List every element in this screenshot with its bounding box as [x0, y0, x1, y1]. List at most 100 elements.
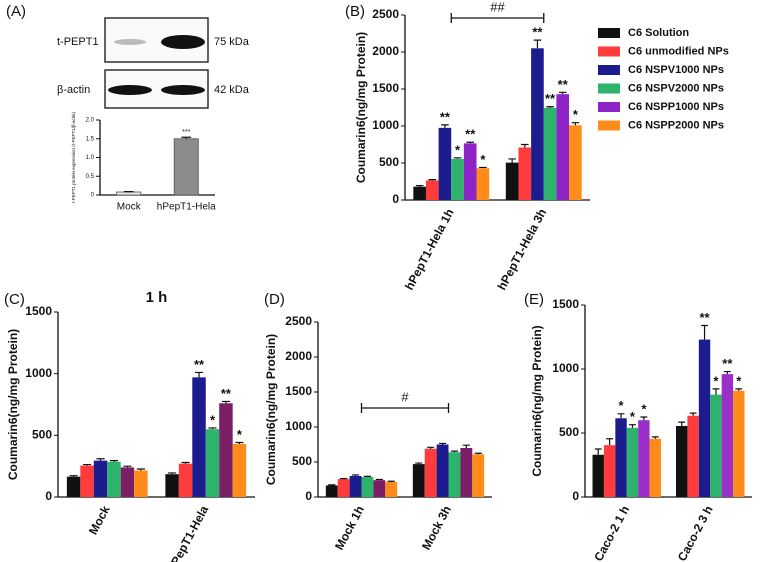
y-tick-label: 500 — [379, 155, 399, 169]
error-bar — [474, 452, 482, 455]
y-tick-label: 2.0 — [86, 118, 95, 124]
bar — [518, 147, 532, 200]
x-tick-label: hPepT1-Hela — [157, 202, 216, 213]
error-bar — [83, 463, 92, 466]
bar — [733, 390, 745, 497]
bar — [385, 481, 398, 497]
error-bar — [194, 371, 204, 378]
blot-protein: β-actin — [57, 84, 90, 96]
legend-label: C6 NSPV1000 NPs — [628, 64, 724, 76]
error-bar — [617, 413, 625, 419]
error-bar — [450, 450, 459, 453]
bar — [424, 448, 437, 497]
error-bar — [723, 370, 731, 375]
y-tick-label: 2000 — [372, 44, 399, 58]
x-tick-label: Mock 3h — [419, 503, 454, 552]
error-bar — [109, 460, 119, 462]
bar — [721, 374, 734, 497]
error-bar — [363, 475, 372, 478]
legend-label: C6 NSPV2000 NPs — [628, 82, 724, 94]
bar — [66, 476, 81, 497]
error-bar — [546, 106, 554, 108]
y-tick-label: 500 — [32, 428, 52, 442]
error-bar — [168, 472, 177, 475]
legend-label: C6 NSPP1000 NPs — [628, 101, 724, 113]
bar — [476, 168, 490, 200]
significance-mark: ** — [545, 91, 556, 106]
panel-label: (D) — [264, 291, 285, 308]
bar — [178, 463, 193, 497]
bar — [569, 125, 582, 200]
significance-mark: * — [573, 107, 579, 122]
bar — [638, 420, 650, 497]
error-bar — [701, 324, 708, 340]
y-axis-label: Coumarin6(ng/mg Protein) — [530, 325, 544, 476]
error-bar — [136, 468, 145, 471]
legend-swatch — [598, 83, 620, 94]
bar — [460, 448, 473, 497]
western-blot: t-PEPT1 75 kDa β-actin 42 kDa — [57, 17, 250, 109]
bar — [325, 485, 338, 497]
bar — [219, 403, 233, 497]
significance-mark: ** — [221, 386, 232, 401]
x-tick-label: Caco-2 3 h — [675, 503, 716, 562]
blot-size: 75 kDa — [214, 36, 250, 48]
blot-band — [161, 85, 205, 95]
significance-mark: * — [210, 412, 216, 427]
blot-size: 42 kDa — [214, 84, 250, 96]
legend-swatch — [598, 102, 620, 112]
significance-mark: ** — [465, 127, 476, 142]
x-tick-label: Mock — [86, 503, 113, 537]
x-tick-label: Mock 1h — [332, 503, 367, 552]
bar — [373, 480, 386, 497]
error-bar — [678, 421, 686, 426]
x-tick-label: hPepT1-Hela 3h — [495, 206, 550, 292]
error-bar — [735, 388, 743, 391]
bar — [710, 394, 722, 497]
legend-swatch — [598, 28, 620, 38]
bar — [93, 460, 108, 497]
significance-mark: ** — [532, 25, 543, 40]
significance-mark: * — [237, 427, 243, 442]
error-bar — [96, 458, 105, 461]
bar — [687, 415, 699, 497]
y-tick-label: 500 — [559, 425, 579, 439]
bar — [120, 467, 135, 497]
significance-label: ## — [490, 0, 505, 14]
bar — [349, 476, 362, 497]
bar — [448, 452, 461, 497]
bar — [698, 339, 711, 497]
significance-mark: ** — [558, 77, 569, 92]
bar — [107, 461, 121, 497]
legend-swatch — [598, 65, 620, 75]
significance-mark: * — [455, 142, 461, 157]
error-bar — [415, 184, 424, 187]
y-tick-label: 1000 — [25, 366, 52, 380]
bar — [165, 474, 179, 497]
error-bar — [520, 143, 529, 148]
error-bar — [453, 157, 462, 159]
error-bar — [427, 446, 435, 449]
x-tick-label: Caco-2 1 h — [591, 503, 632, 562]
y-tick-label: 1.0 — [86, 155, 95, 161]
significance-bracket — [450, 13, 545, 23]
bar — [603, 445, 616, 497]
bar — [80, 465, 94, 497]
panel-label: (E) — [524, 291, 544, 308]
legend-label: C6 NSPP2000 NPs — [628, 119, 724, 131]
significance-mark: * — [480, 152, 486, 167]
error-bar — [208, 427, 217, 430]
bar — [438, 127, 452, 200]
error-bar — [387, 480, 395, 482]
y-axis-label: t-PEPT1 protein expression (t-PEPT1/β-ac… — [71, 111, 76, 203]
bar — [556, 94, 570, 200]
error-bar — [351, 474, 360, 476]
blot-band — [114, 39, 146, 45]
x-tick-label: hPepT1-Hela 1h — [402, 206, 457, 292]
error-bar — [558, 91, 567, 95]
bar — [436, 444, 449, 497]
panel-label: (A) — [6, 3, 26, 20]
bar — [592, 454, 604, 497]
y-axis-label: Coumarin6(ng/mg Protein) — [264, 334, 278, 485]
